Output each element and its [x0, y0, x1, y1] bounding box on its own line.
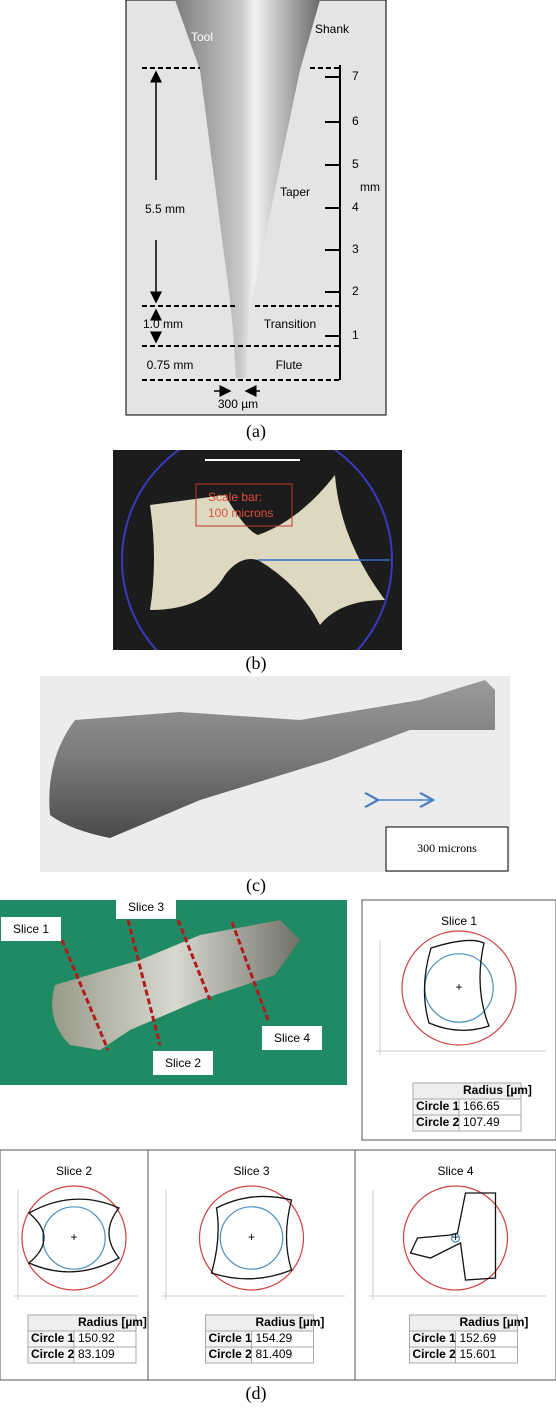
- table-value: 150.92: [78, 1331, 115, 1345]
- label: Tool: [191, 30, 213, 44]
- label: 5.5 mm: [145, 202, 185, 216]
- table-row-label: Circle 1: [209, 1331, 253, 1345]
- label: 300 microns: [417, 841, 477, 855]
- scale-label: 1: [352, 328, 359, 342]
- table-header-text: Radius [µm]: [460, 1315, 529, 1329]
- label: 1.0 mm: [143, 317, 183, 331]
- label: Slice 4: [274, 1031, 310, 1045]
- table-row-label: Circle 2: [416, 1115, 460, 1129]
- scale-label: 7: [352, 69, 359, 83]
- scale-label: 2: [352, 284, 359, 298]
- slice-title: Slice 2: [56, 1164, 92, 1178]
- center-mark: +: [455, 980, 462, 994]
- table-row-label: Circle 2: [31, 1347, 75, 1361]
- label: Slice 3: [128, 900, 164, 914]
- label: mm: [360, 180, 380, 194]
- center-mark: +: [248, 1230, 255, 1244]
- table-row-label: Circle 2: [209, 1347, 253, 1361]
- table-value: 154.29: [256, 1331, 293, 1345]
- table-header-text: Radius [µm]: [256, 1315, 325, 1329]
- table-row-label: Circle 1: [31, 1331, 75, 1345]
- table-value: 83.109: [78, 1347, 115, 1361]
- label: Flute: [276, 358, 303, 372]
- label: Transition: [264, 317, 316, 331]
- caption: (b): [246, 653, 267, 674]
- table-row-label: Circle 2: [413, 1347, 457, 1361]
- table-value: 166.65: [463, 1099, 500, 1113]
- table-value: 15.601: [460, 1347, 497, 1361]
- table-header-text: Radius [µm]: [78, 1315, 147, 1329]
- caption: (c): [246, 875, 266, 896]
- caption: (a): [246, 421, 266, 442]
- table-row-label: Circle 1: [413, 1331, 457, 1345]
- scale-label: 4: [352, 200, 359, 214]
- label: 0.75 mm: [147, 358, 194, 372]
- label: Taper: [280, 185, 310, 199]
- figure: 1 2 3 4 5 6 7 Tool Shank 5.5 mm Taper mm…: [0, 0, 556, 1408]
- panel-a: 1 2 3 4 5 6 7 Tool Shank 5.5 mm Taper mm…: [126, 0, 386, 442]
- panel-c: 300 microns (c): [40, 676, 510, 896]
- label: 100 microns: [208, 506, 273, 520]
- scale-label: 3: [352, 242, 359, 256]
- table-header-text: Radius [µm]: [463, 1083, 532, 1097]
- center-mark: +: [452, 1230, 459, 1244]
- table-value: 152.69: [460, 1331, 497, 1345]
- slice-title: Slice 1: [441, 914, 477, 928]
- caption: (d): [246, 1383, 267, 1404]
- scale-label: 5: [352, 157, 359, 171]
- table-value: 81.409: [256, 1347, 293, 1361]
- label: Slice 1: [13, 922, 49, 936]
- label: Scale bar:: [208, 490, 262, 504]
- label: Shank: [315, 22, 350, 36]
- slice-title: Slice 3: [233, 1164, 269, 1178]
- scale-label: 6: [352, 114, 359, 128]
- slice-title: Slice 4: [437, 1164, 473, 1178]
- table-row-label: Circle 1: [416, 1099, 460, 1113]
- panel-b: Scale bar: 100 microns (b): [113, 425, 402, 695]
- center-mark: +: [70, 1230, 77, 1244]
- label: 300 µm: [218, 397, 258, 411]
- label: Slice 2: [165, 1056, 201, 1070]
- table-value: 107.49: [463, 1115, 500, 1129]
